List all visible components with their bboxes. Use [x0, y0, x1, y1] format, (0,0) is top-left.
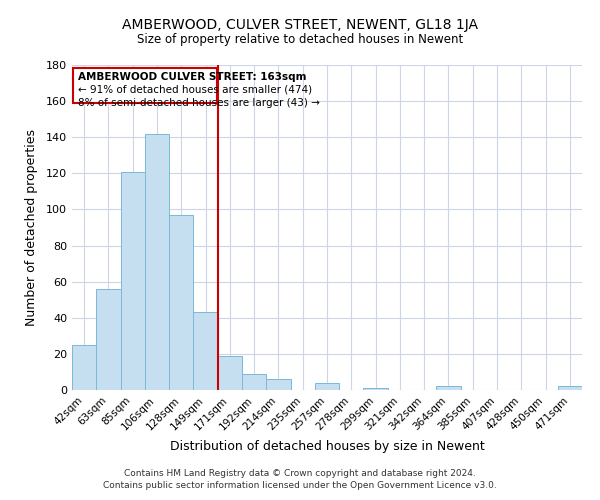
Bar [72, 345, 96, 390]
Text: AMBERWOOD, CULVER STREET, NEWENT, GL18 1JA: AMBERWOOD, CULVER STREET, NEWENT, GL18 1… [122, 18, 478, 32]
X-axis label: Distribution of detached houses by size in Newent: Distribution of detached houses by size … [170, 440, 484, 453]
Text: ← 91% of detached houses are smaller (474): ← 91% of detached houses are smaller (47… [78, 85, 312, 95]
Bar [364, 388, 388, 390]
Text: AMBERWOOD CULVER STREET: 163sqm: AMBERWOOD CULVER STREET: 163sqm [78, 72, 307, 82]
Bar [193, 312, 218, 390]
Text: Contains HM Land Registry data © Crown copyright and database right 2024.: Contains HM Land Registry data © Crown c… [124, 468, 476, 477]
Bar [121, 172, 145, 390]
Bar [266, 379, 290, 390]
Bar [436, 386, 461, 390]
Bar [558, 386, 582, 390]
Text: 8% of semi-detached houses are larger (43) →: 8% of semi-detached houses are larger (4… [78, 98, 320, 108]
Bar [218, 356, 242, 390]
Text: Contains public sector information licensed under the Open Government Licence v3: Contains public sector information licen… [103, 481, 497, 490]
Bar [242, 374, 266, 390]
Text: Size of property relative to detached houses in Newent: Size of property relative to detached ho… [137, 32, 463, 46]
Bar [96, 289, 121, 390]
Bar [315, 383, 339, 390]
FancyBboxPatch shape [73, 68, 217, 103]
Y-axis label: Number of detached properties: Number of detached properties [25, 129, 38, 326]
Bar [145, 134, 169, 390]
Bar [169, 215, 193, 390]
